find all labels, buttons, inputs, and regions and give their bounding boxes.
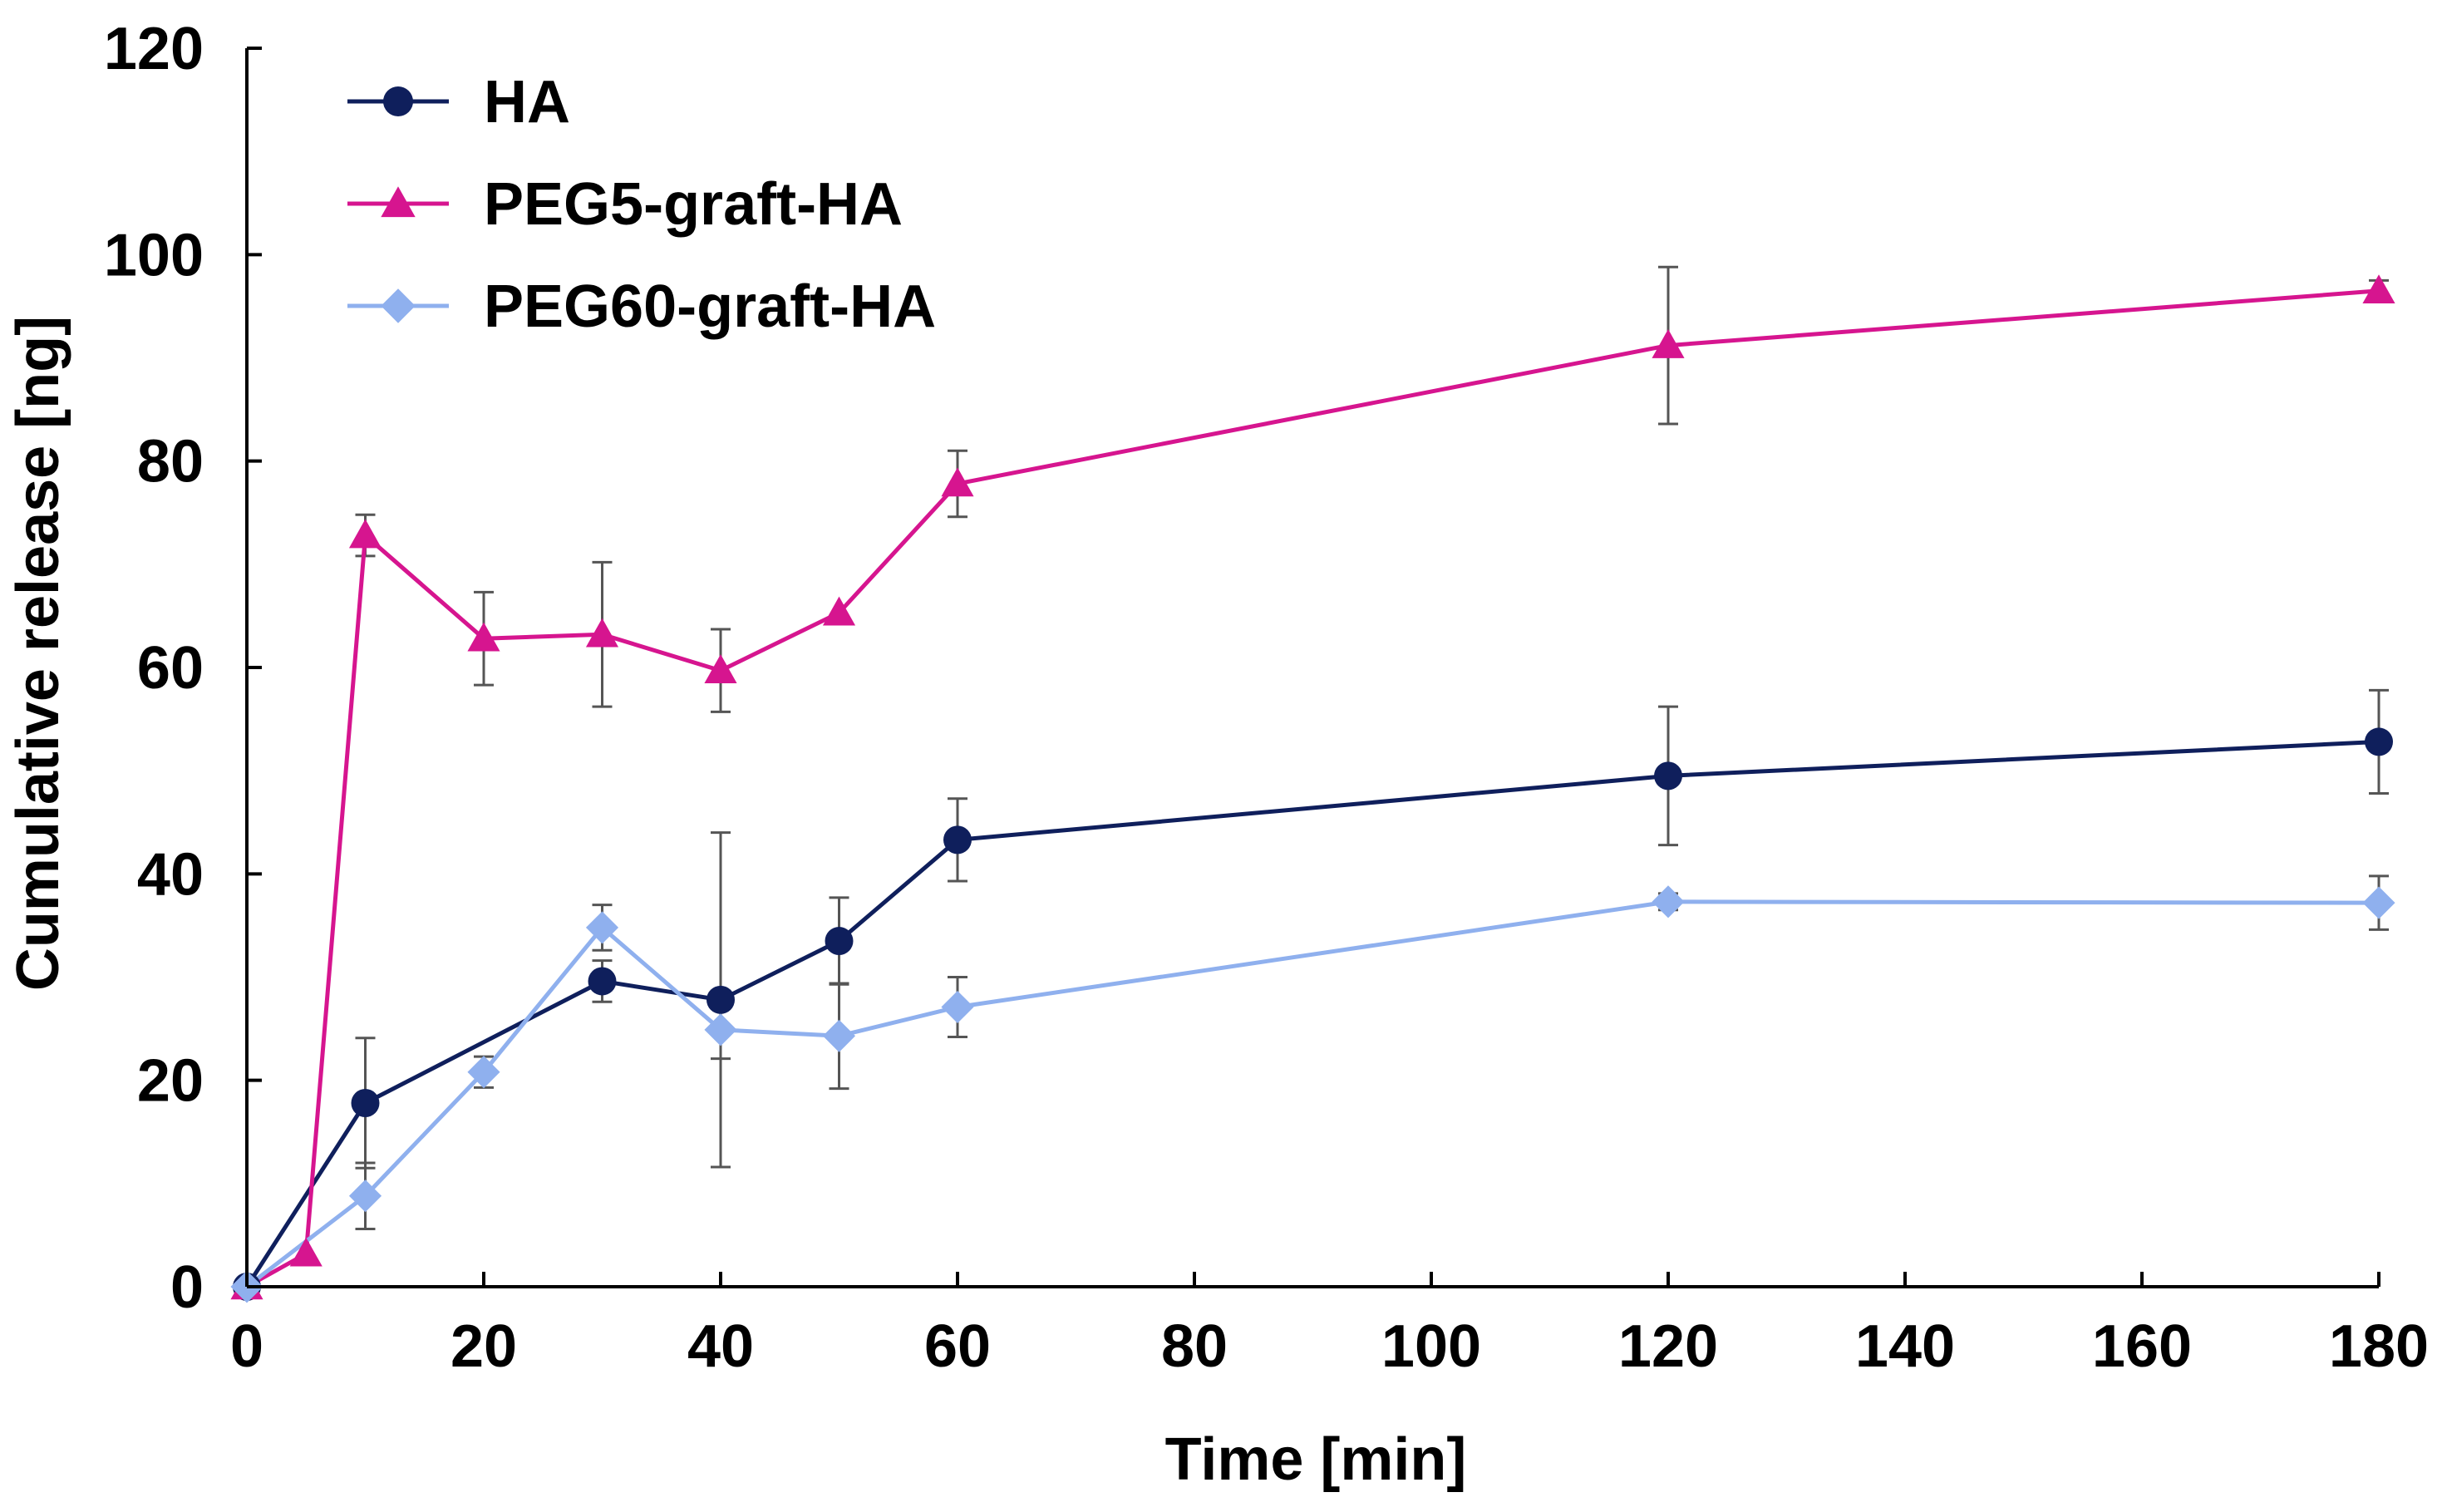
x-axis-title: Time [min] <box>1165 1426 1467 1493</box>
y-tick-label: 20 <box>137 1048 204 1115</box>
x-tick-label: 140 <box>1855 1313 1955 1380</box>
x-tick-label: 180 <box>2329 1313 2429 1380</box>
legend-label: PEG5-graft-HA <box>484 171 903 238</box>
data-point-ha <box>825 927 854 956</box>
y-tick-label: 40 <box>137 841 204 908</box>
legend-label: HA <box>484 69 570 135</box>
x-tick-label: 20 <box>450 1313 517 1380</box>
data-point-peg60-graft-ha <box>585 911 619 944</box>
x-tick-label: 120 <box>1618 1313 1718 1380</box>
legend-item-ha: HA <box>347 69 570 135</box>
data-point-ha <box>2365 727 2393 756</box>
x-tick-label: 100 <box>1381 1313 1481 1380</box>
data-point-ha <box>588 967 617 996</box>
series-line-peg60-graft-ha <box>245 899 2380 1288</box>
data-point-peg60-graft-ha <box>348 1180 382 1213</box>
legend-label: PEG60-graft-HA <box>484 273 936 340</box>
y-tick-label: 100 <box>104 222 204 288</box>
x-ticks: 0 20 40 60 80 100 120 140 160 180 <box>230 1272 2429 1380</box>
data-point-peg5-graft-ha <box>348 519 382 549</box>
data-point-peg5-graft-ha <box>2362 274 2395 304</box>
y-tick-label: 80 <box>137 429 204 495</box>
data-point-peg5-graft-ha <box>822 596 856 626</box>
x-tick-label: 80 <box>1161 1313 1228 1380</box>
data-point-peg5-graft-ha <box>704 654 737 683</box>
data-point-peg60-graft-ha <box>704 1013 737 1047</box>
error-bars <box>355 265 2389 1230</box>
x-tick-label: 160 <box>2092 1313 2192 1380</box>
data-point-ha <box>351 1088 380 1117</box>
legend-marker-ha <box>383 86 413 116</box>
x-tick-label: 60 <box>924 1313 991 1380</box>
legend-item-peg5-graft-ha: PEG5-graft-HA <box>347 171 903 238</box>
legend-item-peg60-graft-ha: PEG60-graft-HA <box>347 273 936 340</box>
series-lines <box>244 288 2380 1289</box>
legend: HA PEG5-graft-HA PEG60-graft-HA <box>347 69 936 340</box>
y-ticks: 0 20 40 60 80 100 120 <box>104 16 262 1321</box>
y-tick-label: 60 <box>137 635 204 702</box>
series-markers <box>230 274 2395 1303</box>
y-axis-title: Cumulative release [ng] <box>5 316 71 991</box>
y-tick-label: 0 <box>170 1254 204 1321</box>
x-tick-label: 0 <box>230 1313 263 1380</box>
data-point-ha <box>943 825 972 855</box>
legend-marker-peg60-graft-ha <box>381 288 416 323</box>
data-point-peg60-graft-ha <box>1652 885 1685 919</box>
data-point-peg60-graft-ha <box>941 990 974 1024</box>
data-point-peg5-graft-ha <box>585 618 619 648</box>
data-point-peg5-graft-ha <box>289 1237 322 1267</box>
series-line-peg5-graft-ha <box>245 288 2380 1289</box>
data-point-peg5-graft-ha <box>1652 329 1685 358</box>
series-line-ha <box>244 739 2380 1288</box>
data-point-peg60-graft-ha <box>822 1019 856 1052</box>
legend-marker-peg5-graft-ha <box>381 186 416 218</box>
data-point-peg60-graft-ha <box>2362 886 2395 919</box>
data-point-peg5-graft-ha <box>941 467 974 497</box>
y-tick-label: 120 <box>104 16 204 82</box>
x-tick-label: 40 <box>687 1313 754 1380</box>
data-point-ha <box>1654 761 1682 790</box>
data-point-peg5-graft-ha <box>467 622 500 652</box>
data-point-peg60-graft-ha <box>467 1056 500 1089</box>
data-point-ha <box>707 985 735 1014</box>
